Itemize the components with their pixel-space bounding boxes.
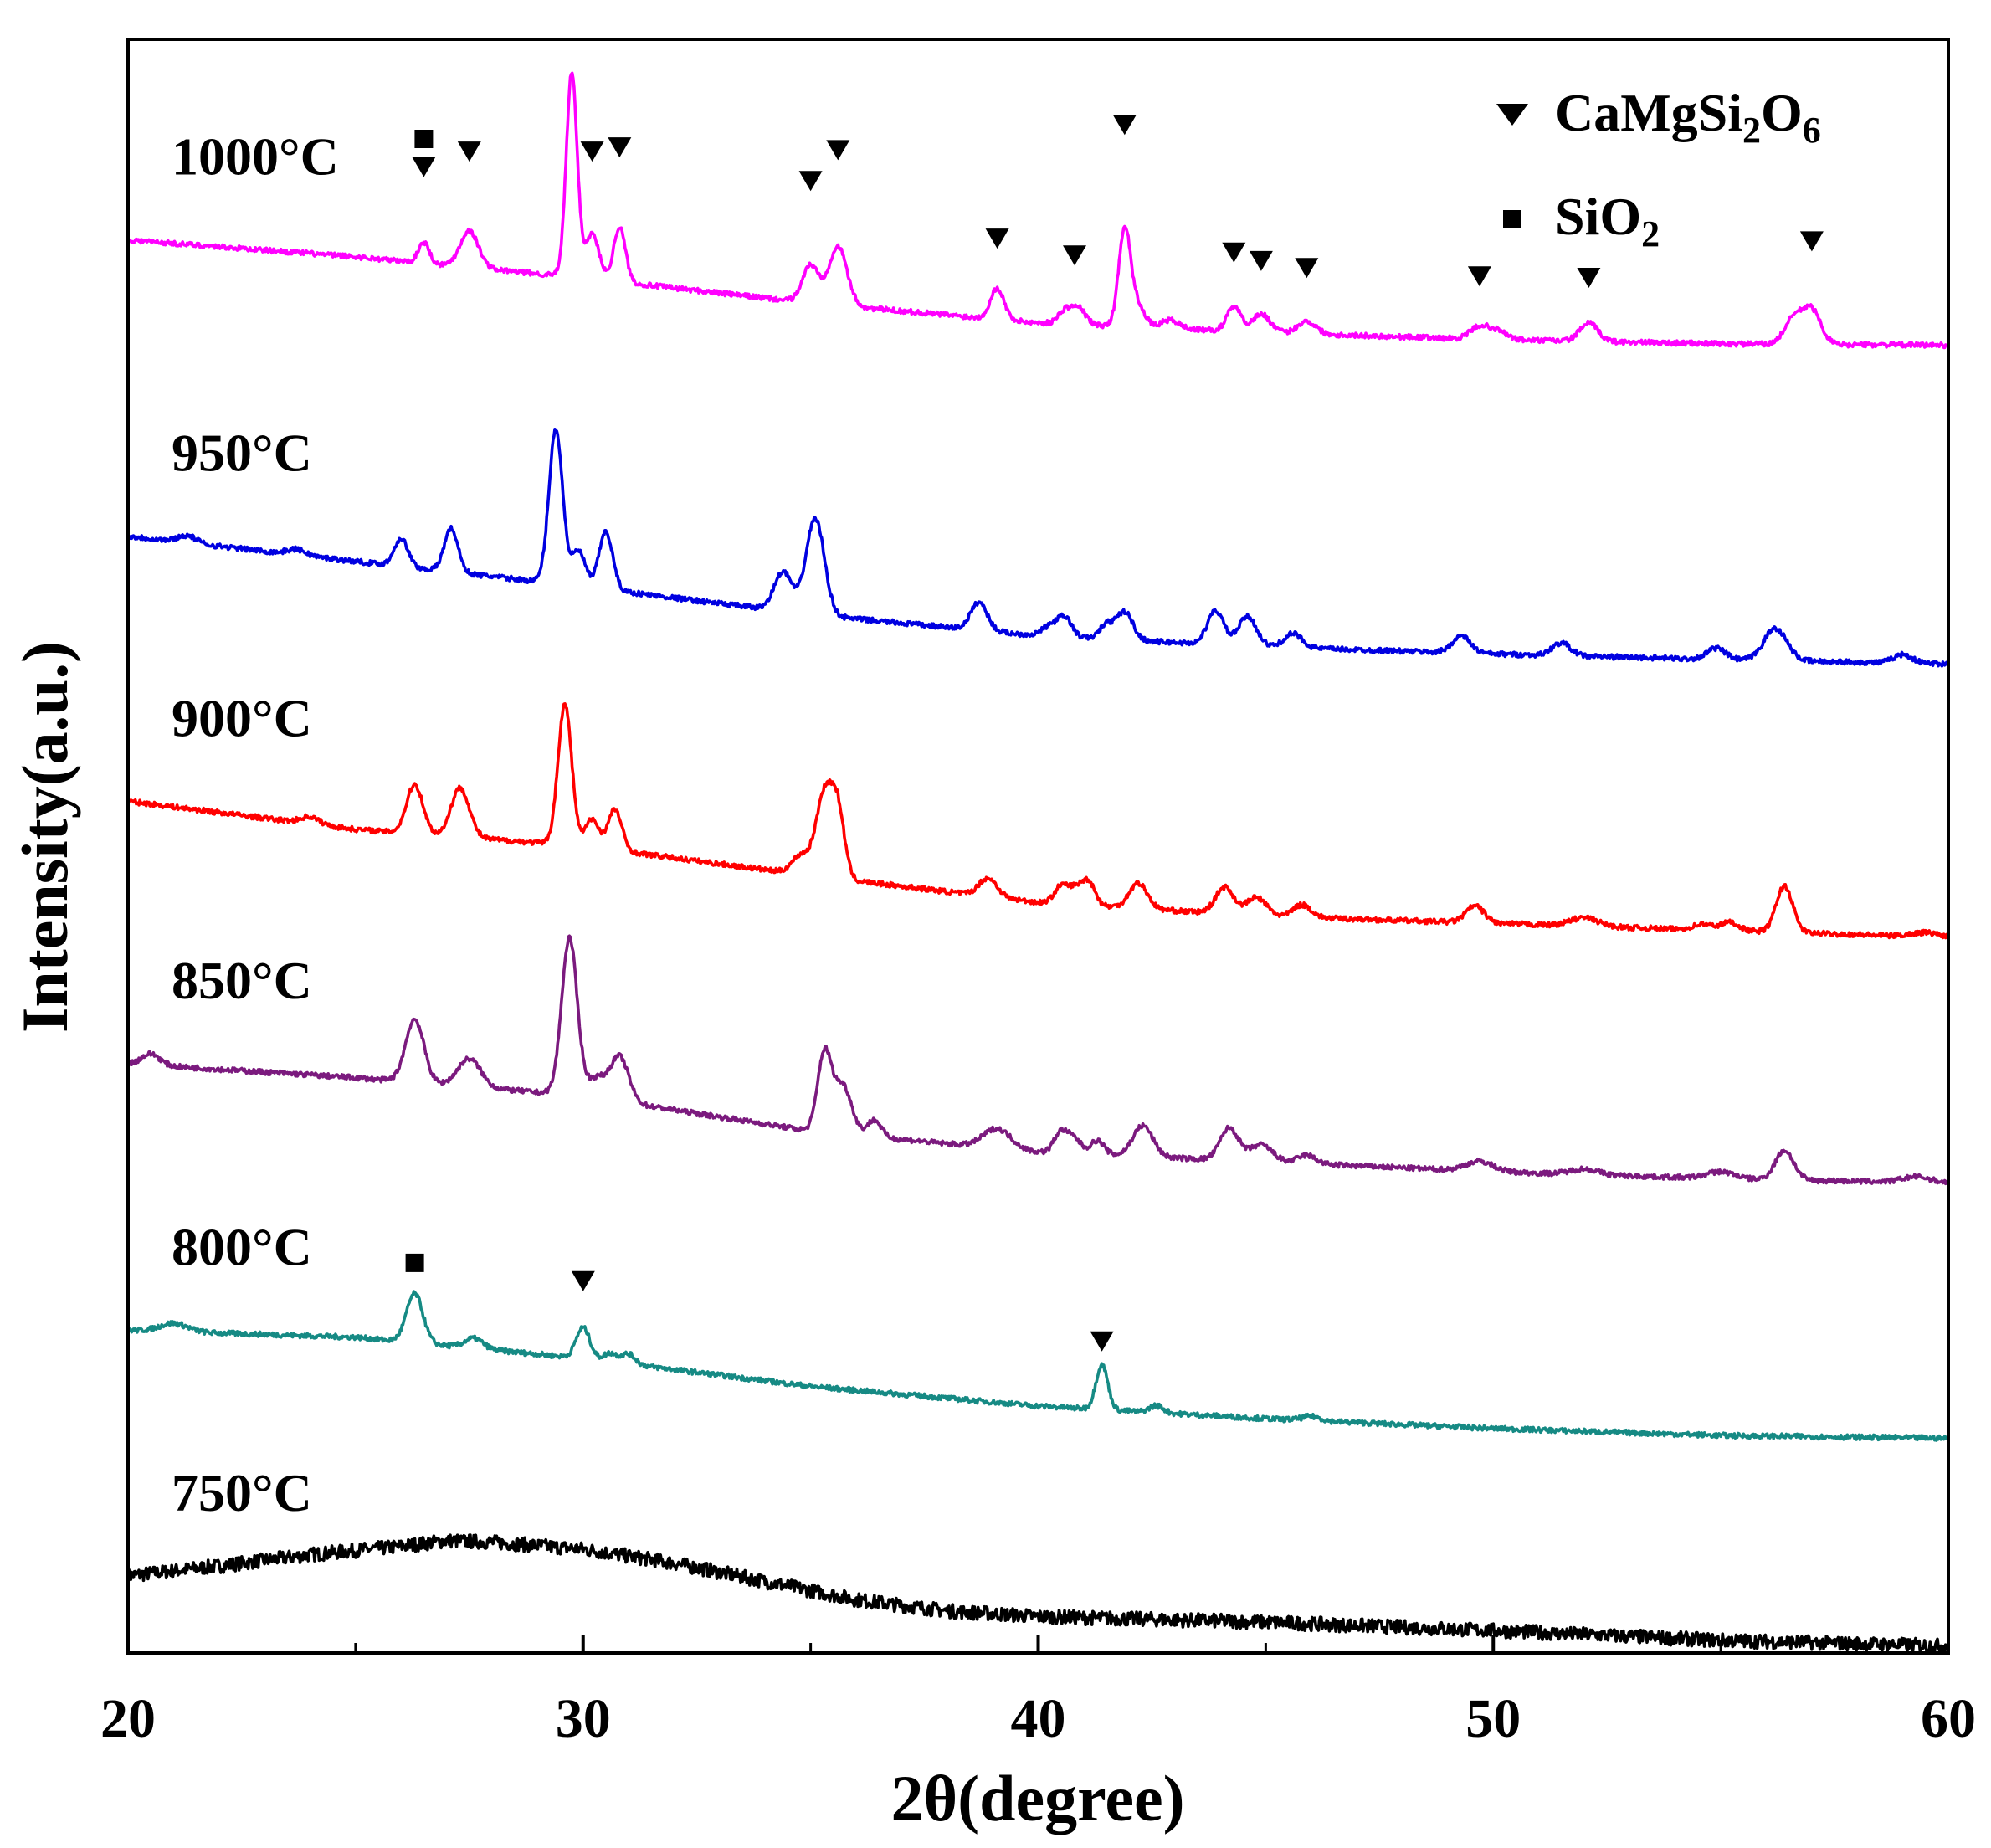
peak-marker-triangle-1000-12 bbox=[1249, 250, 1273, 271]
series-label-850: 850°C bbox=[172, 951, 312, 1010]
x-tick-label-50: 50 bbox=[1465, 1688, 1521, 1749]
legend-entry-sio2: SiO2 bbox=[1555, 187, 1660, 254]
peak-marker-triangle-1000-8 bbox=[985, 228, 1009, 249]
peak-marker-triangle-1000-15 bbox=[1577, 268, 1601, 288]
x-tick-label-60: 60 bbox=[1921, 1688, 1976, 1749]
peak-marker-triangle-1000-4 bbox=[580, 141, 604, 162]
peak-marker-triangle-1000-6 bbox=[798, 171, 823, 192]
peak-marker-triangle-1000-5 bbox=[608, 137, 632, 158]
series-line-750 bbox=[126, 1533, 1950, 1655]
series-label-950: 950°C bbox=[172, 424, 312, 483]
peak-marker-triangle-1000-13 bbox=[1295, 258, 1319, 279]
legend-triangle-marker bbox=[1496, 104, 1528, 126]
legend-square-marker bbox=[1503, 210, 1521, 228]
peak-marker-triangle-1000-1 bbox=[412, 157, 436, 177]
x-tick-label-40: 40 bbox=[1011, 1688, 1066, 1749]
peak-marker-triangle-1000-11 bbox=[1222, 242, 1246, 263]
series-label-900: 900°C bbox=[172, 688, 312, 747]
peak-marker-triangle-1000-14 bbox=[1467, 266, 1491, 287]
x-tick-label-20: 20 bbox=[100, 1688, 156, 1749]
peak-marker-triangle-1000-7 bbox=[826, 140, 850, 161]
peak-marker-triangle-1000-9 bbox=[1063, 245, 1086, 266]
series-line-900 bbox=[127, 702, 1950, 940]
plot-frame bbox=[126, 38, 1950, 1655]
series-line-950 bbox=[126, 427, 1950, 668]
peak-marker-triangle-1000-16 bbox=[1799, 231, 1824, 252]
peak-marker-square-1000-0 bbox=[414, 130, 434, 148]
y-axis-title: Intensity(a.u.) bbox=[8, 641, 81, 1033]
x-axis-title: 2θ(degree) bbox=[890, 1762, 1184, 1835]
peak-marker-triangle-800-2 bbox=[1090, 1331, 1114, 1352]
series-line-800 bbox=[126, 1290, 1950, 1442]
peak-marker-triangle-1000-10 bbox=[1112, 115, 1137, 136]
peak-marker-triangle-1000-2 bbox=[457, 141, 481, 162]
series-line-850 bbox=[126, 934, 1950, 1186]
peak-marker-triangle-800-1 bbox=[571, 1270, 595, 1291]
peak-marker-square-800-0 bbox=[405, 1253, 424, 1272]
series-label-1000: 1000°C bbox=[172, 127, 339, 187]
legend-entry-camgsi2o6: CaMgSi2O6 bbox=[1555, 83, 1821, 151]
legend: CaMgSi2O6 SiO2 bbox=[1496, 83, 1821, 254]
series-label-800: 800°C bbox=[172, 1217, 312, 1276]
x-tick-label-30: 30 bbox=[556, 1688, 611, 1749]
x-axis-ticks: 20 30 40 50 60 bbox=[100, 1635, 1976, 1749]
series-line-1000 bbox=[127, 71, 1950, 350]
series-label-750: 750°C bbox=[172, 1463, 312, 1522]
series-label-layer: 750°C 800°C 850°C 900°C 950°C 1000°C bbox=[172, 127, 339, 1522]
peak-marker-layer bbox=[405, 115, 1824, 1352]
series-layer bbox=[126, 71, 1950, 1655]
